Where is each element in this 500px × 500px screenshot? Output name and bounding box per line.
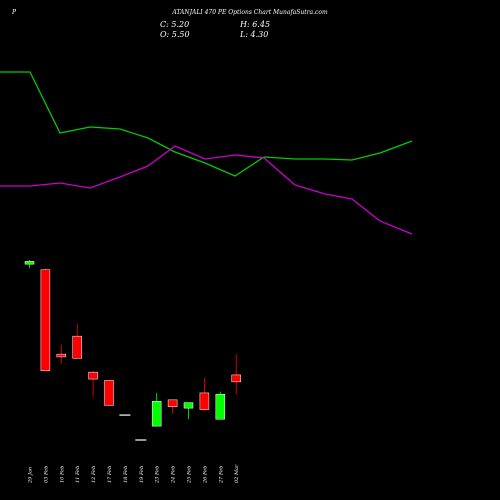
candle [104, 380, 114, 406]
candle-body [56, 353, 67, 358]
x-tick-label: 29 Jan [28, 467, 34, 484]
x-tick-label: 19 Feb [139, 466, 145, 483]
x-tick-label: 23 Feb [155, 466, 161, 484]
candle [135, 439, 147, 441]
x-tick-label: 25 Feb [187, 466, 193, 484]
candle [56, 344, 67, 364]
candle-body [104, 380, 114, 406]
x-tick-label: 11 Feb [75, 466, 81, 483]
moving-averages [0, 71, 413, 235]
x-tick-label: 10 Feb [59, 466, 65, 483]
candle [40, 268, 51, 372]
candle-body [72, 335, 82, 359]
candle-body [135, 439, 147, 441]
x-tick-label: 18 Feb [123, 466, 129, 483]
candle-body [119, 414, 131, 416]
candle-body [231, 374, 241, 383]
candle-body [151, 400, 162, 427]
candle [119, 414, 131, 416]
candle [199, 377, 210, 411]
candle [215, 391, 226, 420]
candle [72, 323, 82, 359]
candle-body [24, 261, 35, 265]
candle-body [199, 392, 210, 410]
x-tick-label: 03 Feb [43, 466, 49, 483]
x-tick-label: 27 Feb [218, 466, 224, 484]
chart-prefix: P [11, 9, 17, 16]
low-value: L: 4.30 [239, 30, 268, 39]
candle [231, 354, 241, 395]
x-tick-label: 12 Feb [91, 466, 97, 483]
x-tick-label: 24 Feb [171, 466, 177, 484]
x-tick-label: 02 Mar [234, 464, 240, 483]
moving-average-line-2 [0, 145, 413, 235]
x-axis-ticks: 29 Jan 03 Feb 10 Feb 11 Feb 12 Feb 17 Feb 18 F… [28, 464, 241, 484]
chart-title: ATANJALI 470 PE Options Chart MunafaSutr… [171, 9, 328, 16]
high-value: H: 6.45 [239, 20, 270, 29]
candle [88, 370, 98, 398]
close-value: C: 5.20 [160, 20, 189, 29]
candle-body [215, 394, 226, 420]
candle-body [40, 269, 51, 372]
moving-average-line-1 [0, 71, 413, 177]
candle-body [167, 399, 178, 408]
candle-body [88, 371, 98, 380]
candle [183, 402, 194, 420]
x-tick-label: 26 Feb [202, 466, 208, 484]
candle [151, 392, 162, 427]
candle [167, 399, 178, 414]
x-tick-label: 17 Feb [107, 466, 113, 483]
candle-body [183, 402, 194, 409]
open-value: O: 5.50 [160, 30, 190, 39]
candles [24, 260, 241, 441]
candle [24, 260, 35, 269]
